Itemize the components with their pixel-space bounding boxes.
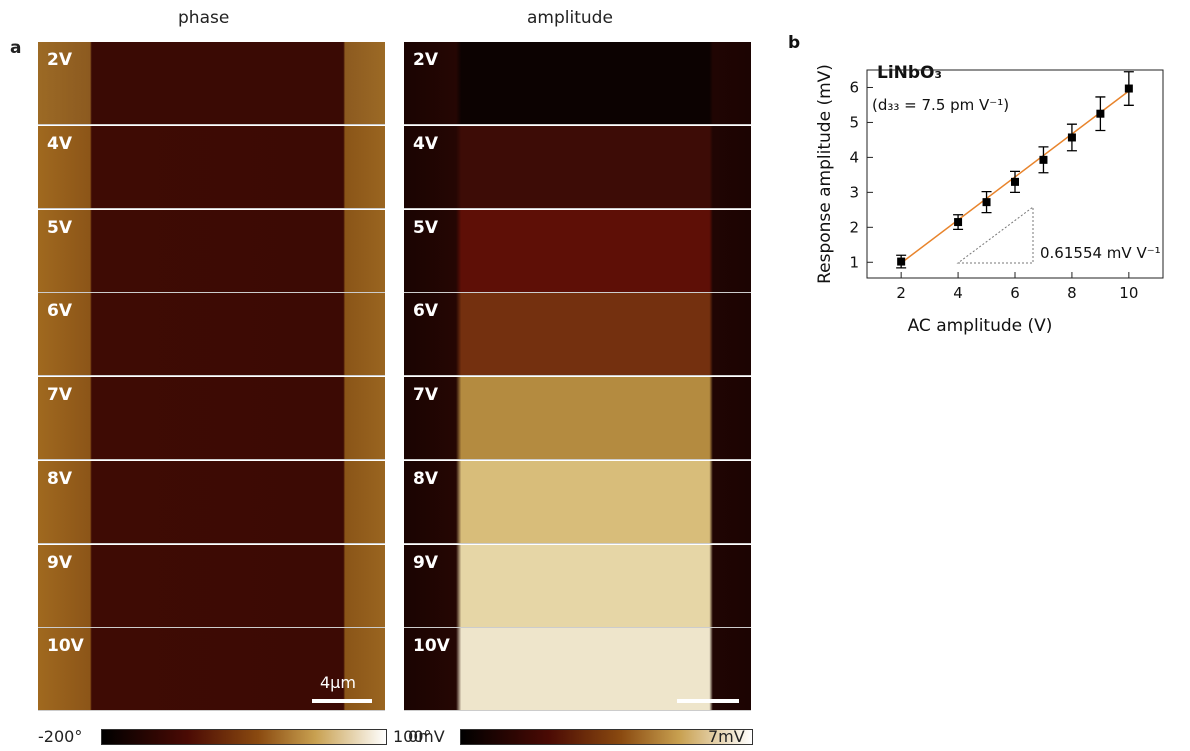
row-label: 5V <box>47 218 72 238</box>
panel-label: a <box>10 38 21 58</box>
row-label: 4V <box>413 134 438 154</box>
row-label: 2V <box>47 50 72 70</box>
x-tick-label: 2 <box>896 284 906 302</box>
row-label: 6V <box>413 301 438 321</box>
row-label: 8V <box>413 469 438 489</box>
y-tick-label: 3 <box>849 183 859 201</box>
colorbar-min: 0mV <box>408 727 445 746</box>
map-row: 4V <box>38 126 385 209</box>
map-row: 9V <box>404 545 751 628</box>
data-point <box>983 198 991 206</box>
map-row: 5V <box>404 210 751 293</box>
panel-label: b <box>788 33 800 53</box>
data-point <box>1125 85 1133 93</box>
map-row: 6V <box>404 293 751 376</box>
y-tick-label: 1 <box>849 253 859 271</box>
slope-triangle <box>958 207 1033 263</box>
row-label: 8V <box>47 469 72 489</box>
data-point <box>1011 178 1019 186</box>
map-row: 9V <box>38 545 385 628</box>
map-row: 2V <box>404 42 751 125</box>
y-tick-label: 6 <box>849 78 859 96</box>
row-label: 5V <box>413 218 438 238</box>
colorbar-min: -200° <box>38 727 82 746</box>
row-label: 9V <box>413 553 438 573</box>
map-row: 4V <box>404 126 751 209</box>
page: a phase amplitude 2V 4V 5V 6V 7V 8V 9V 10V 2V 4V… <box>0 0 1190 751</box>
map-row: 7V <box>38 377 385 460</box>
map-row: 2V <box>38 42 385 125</box>
panel-title: phase <box>178 8 229 28</box>
scale-bar <box>312 699 372 703</box>
map-row: 5V <box>38 210 385 293</box>
row-label: 7V <box>413 385 438 405</box>
map-row: 7V <box>404 377 751 460</box>
y-tick-label: 2 <box>849 218 859 236</box>
row-label: 4V <box>47 134 72 154</box>
x-tick-label: 6 <box>1010 284 1020 302</box>
row-label: 9V <box>47 553 72 573</box>
data-point <box>954 218 962 226</box>
map-row: 6V <box>38 293 385 376</box>
data-point <box>1039 156 1047 164</box>
scale-bar <box>677 699 739 703</box>
phase-map: 2V 4V 5V 6V 7V 8V 9V 10V <box>38 42 385 712</box>
annotation: 0.61554 mV V⁻¹ <box>1040 244 1161 262</box>
chart-title: LiNbO₃ <box>877 63 942 83</box>
colorbar <box>101 729 387 745</box>
data-point <box>1096 110 1104 118</box>
x-tick-label: 8 <box>1067 284 1077 302</box>
row-label: 6V <box>47 301 72 321</box>
y-tick-label: 4 <box>849 148 859 166</box>
map-row: 8V <box>404 461 751 544</box>
y-tick-label: 5 <box>849 113 859 131</box>
x-axis-label: AC amplitude (V) <box>908 316 1053 336</box>
amplitude-map: 2V 4V 5V 6V 7V 8V 9V 10V <box>404 42 751 712</box>
row-label: 2V <box>413 50 438 70</box>
data-point <box>897 258 905 266</box>
scale-bar-label: 4μm <box>320 673 356 692</box>
y-axis-label: Response amplitude (mV) <box>815 64 835 284</box>
data-point <box>1068 133 1076 141</box>
row-label: 7V <box>47 385 72 405</box>
x-tick-label: 4 <box>953 284 963 302</box>
chart: b LiNbO₃ (d₃₃ = 7.5 pm V⁻¹) 0.61554 mV V… <box>780 30 1180 350</box>
row-label: 10V <box>47 636 84 656</box>
x-tick-label: 10 <box>1119 284 1138 302</box>
row-label: 10V <box>413 636 450 656</box>
chart-subtitle: (d₃₃ = 7.5 pm V⁻¹) <box>872 96 1009 114</box>
panel-title: amplitude <box>527 8 613 28</box>
map-row: 8V <box>38 461 385 544</box>
colorbar-max: 7mV <box>708 727 745 746</box>
